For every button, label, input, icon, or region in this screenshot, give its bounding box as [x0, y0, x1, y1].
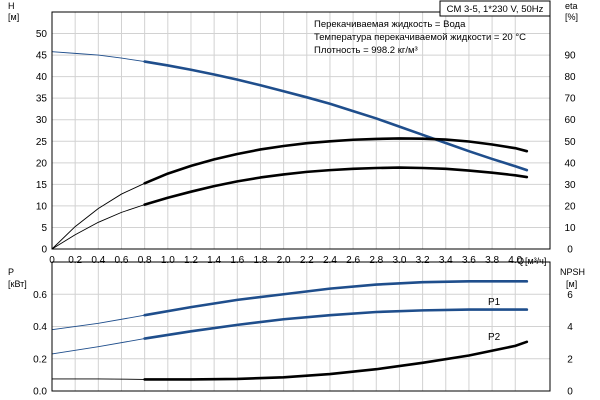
top-right-tick-label-0: 0 [567, 245, 573, 256]
x-tick-label-0-8: 0.8 [138, 255, 152, 266]
x-tick-label-0-6: 0.6 [115, 255, 129, 266]
bottom-right-axis-unit: [м] [566, 279, 577, 289]
series-label-p2: P2 [488, 332, 501, 343]
x-tick-label-3-8: 3.8 [485, 255, 499, 266]
top-left-tick-label-45: 45 [36, 51, 48, 62]
x-axis-unit: [м³/ч] [525, 256, 546, 266]
x-tick-label-1-6: 1.6 [230, 255, 244, 266]
x-tick-label-1-8: 1.8 [254, 255, 268, 266]
top-panel-series [51, 51, 529, 250]
top-right-tick-label-90: 90 [564, 51, 576, 62]
bottom-panel-frame [51, 261, 551, 392]
x-tick-label-2-6: 2.6 [346, 255, 360, 266]
top-series-3-low-flow-line [51, 182, 145, 250]
top-left-tick-label-50: 50 [36, 29, 48, 40]
x-tick-label-2-2: 2.2 [300, 255, 314, 266]
bottom-panel-series [51, 280, 529, 381]
top-series-2-low-flow-line [51, 204, 145, 250]
top-left-tick-label-40: 40 [36, 72, 48, 83]
bottom-series-p2-low-flow-line [51, 338, 145, 355]
top-left-tick-label-5: 5 [41, 223, 47, 234]
x-tick-label-2-0: 2.0 [277, 255, 291, 266]
bottom-left-axis-unit: [кВт] [8, 279, 27, 289]
top-left-tick-label-0: 0 [41, 245, 47, 256]
top-right-tick-label-30: 30 [564, 180, 576, 191]
bottom-series-3-line [143, 340, 529, 381]
bottom-series-p1-line [143, 280, 529, 317]
top-right-tick-label-10: 10 [564, 223, 576, 234]
x-tick-label-1-4: 1.4 [207, 255, 221, 266]
x-tick-label-4-0: 4.0 [508, 255, 522, 266]
bottom-left-tick-label-0-4: 0.4 [33, 322, 47, 333]
x-tick-label-3-2: 3.2 [416, 255, 430, 266]
top-right-axis-unit: [%] [565, 12, 578, 22]
top-panel-frame [51, 11, 551, 250]
top-right-tick-label-50: 50 [564, 137, 576, 148]
top-series-1-line [143, 60, 529, 172]
bottom-right-tick-label-6: 6 [567, 290, 573, 301]
info-line-fluid: Перекачиваемая жидкость = Вода [314, 19, 466, 30]
tick-labels: 0 0.2 0.4 0.6 0.8 1.0 1.2 1.4 1.6 1.8 2.0 2.2 2.4 2.6… [33, 29, 576, 397]
top-series-2-line [143, 166, 529, 206]
top-left-tick-label-30: 30 [36, 115, 48, 126]
top-left-tick-label-35: 35 [36, 94, 48, 105]
x-tick-label-1-2: 1.2 [184, 255, 198, 266]
x-tick-label-0-2: 0.2 [68, 255, 82, 266]
series-label-p1: P1 [488, 297, 501, 308]
bottom-right-tick-label-4: 4 [567, 322, 573, 333]
info-line-temperature: Температура перекачиваемой жидкости = 20… [314, 32, 526, 43]
top-left-axis-unit: [м] [8, 12, 19, 22]
bottom-series-p2-line [143, 308, 529, 340]
x-tick-label-0: 0 [49, 255, 55, 266]
bottom-right-tick-label-2: 2 [567, 354, 573, 365]
x-tick-label-2-4: 2.4 [323, 255, 337, 266]
info-line-density: Плотность = 998.2 кг/м³ [314, 45, 418, 56]
top-right-tick-label-80: 80 [564, 72, 576, 83]
top-left-tick-label-15: 15 [36, 180, 48, 191]
x-tick-label-0-4: 0.4 [91, 255, 105, 266]
top-left-axis-label: H [8, 1, 15, 11]
bottom-right-axis-label: NPSH [560, 267, 585, 277]
top-left-tick-label-20: 20 [36, 158, 48, 169]
top-left-tick-label-25: 25 [36, 137, 48, 148]
top-right-tick-label-40: 40 [564, 158, 576, 169]
top-right-tick-label-70: 70 [564, 94, 576, 105]
bottom-left-tick-label-0-2: 0.2 [33, 354, 47, 365]
bottom-left-tick-label-0-0: 0.0 [33, 387, 47, 398]
x-axis-label: Q [517, 256, 524, 266]
x-tick-label-3-4: 3.4 [439, 255, 453, 266]
top-right-tick-label-20: 20 [564, 201, 576, 212]
bottom-right-tick-label-0: 0 [567, 387, 573, 398]
bottom-left-axis-label: P [8, 267, 14, 277]
x-tick-label-3-0: 3.0 [392, 255, 406, 266]
bottom-left-tick-label-0-6: 0.6 [33, 290, 47, 301]
top-series-1-low-flow-line [51, 51, 145, 62]
title-box [439, 0, 551, 17]
top-series-3-line [143, 137, 529, 185]
x-tick-label-1-0: 1.0 [161, 255, 175, 266]
chart-title: CM 3-5, 1*230 V, 50Hz [447, 4, 544, 15]
top-left-tick-label-10: 10 [36, 201, 48, 212]
top-right-tick-label-60: 60 [564, 115, 576, 126]
x-tick-label-3-6: 3.6 [462, 255, 476, 266]
bottom-series-p1-low-flow-line [51, 314, 145, 331]
x-tick-label-2-8: 2.8 [369, 255, 383, 266]
top-right-axis-label: eta [565, 1, 578, 11]
